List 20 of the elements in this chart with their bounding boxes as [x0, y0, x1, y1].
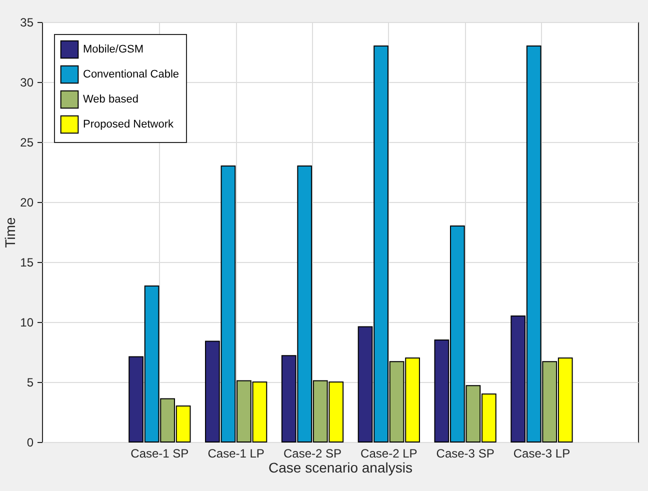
legend-label: Web based: [83, 94, 138, 106]
legend-label: Conventional Cable: [83, 68, 180, 80]
x-tick-label: Case-3 LP: [513, 446, 570, 460]
y-tick-label: 25: [20, 136, 34, 150]
x-tick-label: Case-3 SP: [436, 446, 494, 460]
legend-label: Proposed Network: [83, 118, 174, 130]
y-tick-label: 20: [20, 196, 34, 210]
y-tick-label: 15: [20, 256, 34, 270]
y-tick-label: 30: [20, 76, 34, 90]
y-tick-label: 10: [20, 316, 34, 330]
x-tick-label: Case-2 LP: [360, 446, 418, 460]
x-tick-label: Case-2 SP: [283, 446, 342, 460]
x-tick-label: Case-1 LP: [208, 446, 264, 460]
y-axis-title: Time: [2, 216, 18, 248]
x-tick-label: Case-1 SP: [130, 446, 189, 460]
y-tick-label: 0: [26, 436, 34, 450]
x-axis-title: Case scenario analysis: [268, 460, 412, 476]
y-tick-label: 5: [26, 376, 34, 390]
y-tick-label: 35: [20, 16, 34, 30]
legend-label: Mobile/GSM: [83, 44, 144, 56]
